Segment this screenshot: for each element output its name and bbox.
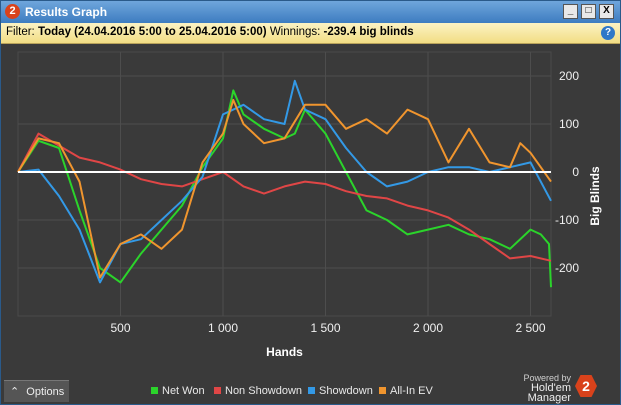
- title-bar[interactable]: 2 Results Graph _ □ X: [1, 1, 620, 23]
- x-tick-label: 1 000: [208, 321, 238, 335]
- x-tick-label: 500: [110, 321, 130, 335]
- y-tick-label: 200: [559, 69, 579, 83]
- chevron-up-icon: ⌃: [10, 386, 20, 398]
- options-button[interactable]: ⌃ Options: [4, 380, 69, 402]
- legend-all-in-ev[interactable]: All-In EV: [379, 385, 433, 397]
- legend-label: Net Won: [162, 385, 205, 397]
- chart-ticks: 500 1 000 1 500 2 000 2 500 200 100 0 -100 -200: [110, 69, 579, 335]
- legend-swatch: [214, 387, 221, 394]
- y-axis-label: Big Blinds: [588, 166, 602, 226]
- y-tick-label: 100: [559, 117, 579, 131]
- y-tick-label: -200: [555, 261, 579, 275]
- legend-swatch: [151, 387, 158, 394]
- x-axis-label: Hands: [266, 345, 303, 359]
- legend-label: Non Showdown: [225, 385, 303, 397]
- winnings-label: Winnings:: [269, 26, 321, 38]
- y-tick-label: -100: [555, 213, 579, 227]
- series-line-all-in-ev: [17, 99, 552, 279]
- help-icon[interactable]: ?: [601, 26, 615, 40]
- y-tick-label: 0: [572, 165, 579, 179]
- x-tick-label: 2 500: [515, 321, 545, 335]
- plot-area: [17, 51, 552, 317]
- filter-summary[interactable]: Filter: Today (24.04.2016 5:00 to 25.04.…: [6, 26, 414, 38]
- results-chart: 500 1 000 1 500 2 000 2 500 200 100 0 -100 -200 H…: [1, 44, 620, 377]
- options-label: Options: [26, 386, 65, 398]
- legend-swatch: [308, 387, 315, 394]
- series-line-net-won: [17, 89, 552, 288]
- legend-showdown[interactable]: Showdown: [308, 385, 373, 397]
- filter-value: Today (24.04.2016 5:00 to 25.04.2016 5:0…: [37, 26, 267, 38]
- x-tick-label: 1 500: [310, 321, 340, 335]
- winnings-value: -239.4 big blinds: [323, 26, 414, 38]
- legend-swatch: [379, 387, 386, 394]
- window-title: Results Graph: [25, 5, 108, 19]
- maximize-button[interactable]: □: [581, 4, 596, 19]
- chart-series: [17, 79, 552, 288]
- chart-background: [1, 44, 620, 377]
- legend-net-won[interactable]: Net Won: [151, 385, 205, 397]
- powered-by-label: Powered by: [523, 373, 571, 383]
- close-button[interactable]: X: [599, 4, 614, 19]
- legend-non-showdown[interactable]: Non Showdown: [214, 385, 302, 397]
- filter-bar: Filter: Today (24.04.2016 5:00 to 25.04.…: [1, 23, 620, 44]
- series-line-showdown: [17, 79, 552, 284]
- brand-name: Hold'em Manager: [527, 382, 571, 404]
- app-badge-icon: 2: [5, 4, 20, 19]
- series-line-non-showdown: [17, 132, 552, 262]
- bottom-bar: ⌃ Options Net Won Non Showdown Showdown …: [1, 373, 620, 404]
- legend-label: All-In EV: [390, 385, 433, 397]
- minimize-button[interactable]: _: [563, 4, 578, 19]
- filter-label: Filter:: [6, 26, 35, 38]
- legend-label: Showdown: [319, 385, 373, 397]
- hm-logo-icon: 2: [575, 375, 597, 397]
- powered-by: Powered by Hold'em Manager: [485, 373, 571, 404]
- x-tick-label: 2 000: [413, 321, 443, 335]
